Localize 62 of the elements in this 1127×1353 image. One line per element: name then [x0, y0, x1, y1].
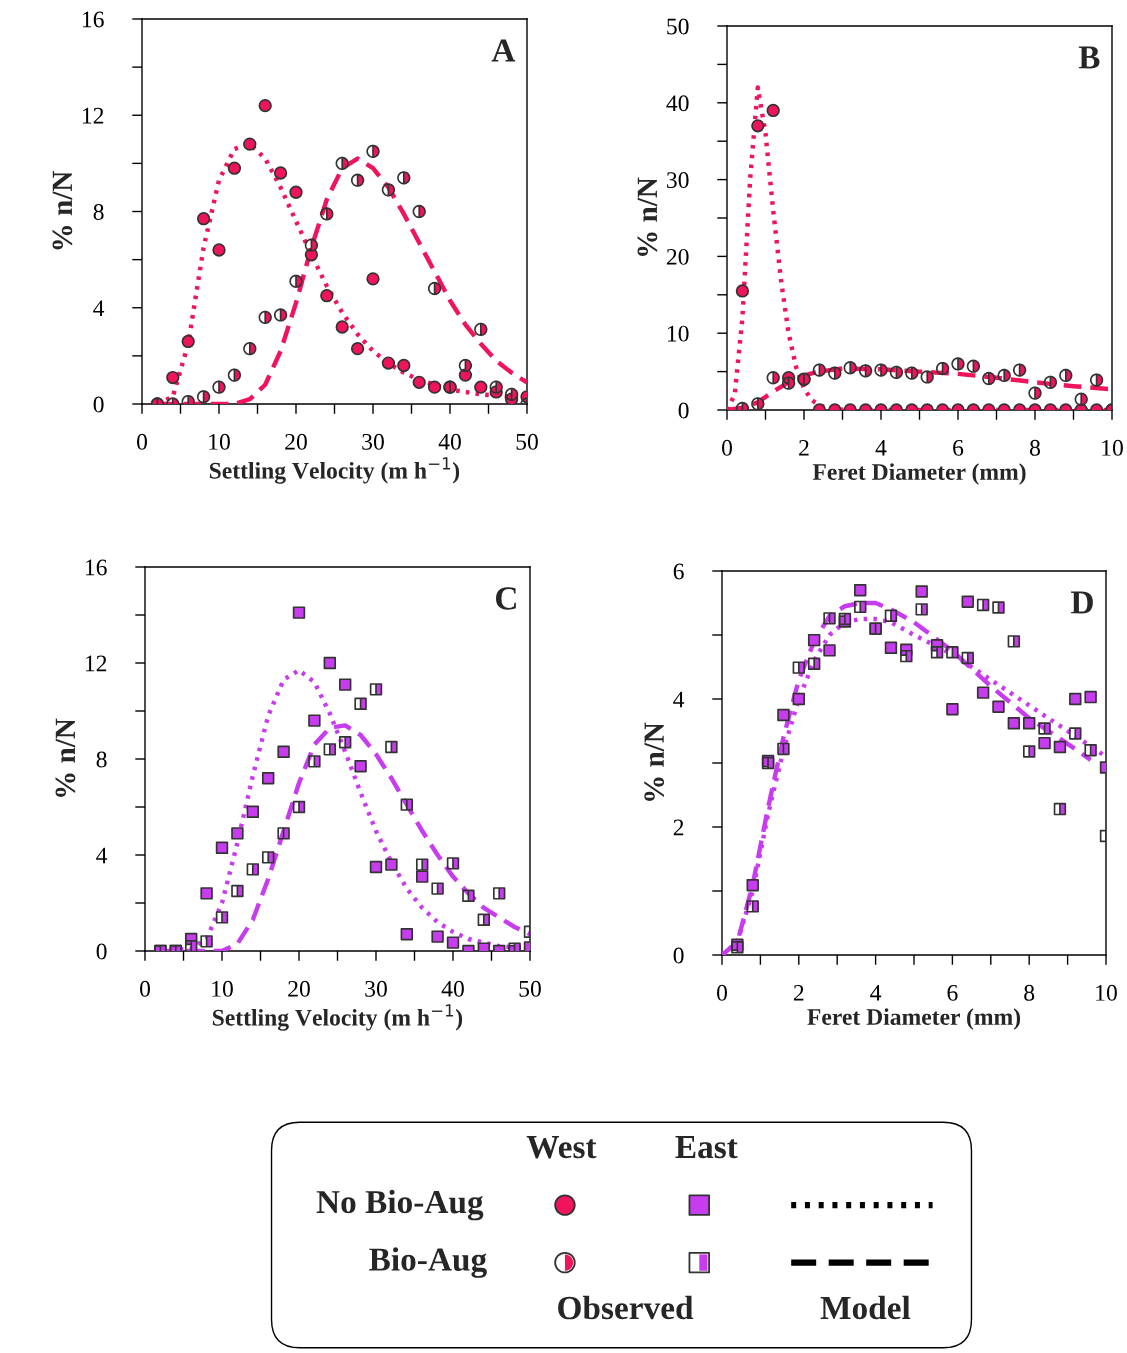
- x-tick-label: 10: [1096, 984, 1117, 1001]
- text: No Bio-Aug: [316, 1189, 484, 1221]
- x-axis-title: Settling Velocity (m h$^{−1}$): [212, 1004, 463, 1031]
- annotation: B: [1078, 46, 1100, 69]
- text: East: [675, 1136, 738, 1159]
- x-tick-label: 4: [870, 985, 882, 1001]
- x-tick-label: 8: [1030, 439, 1040, 456]
- y-tick-label: 2: [673, 819, 684, 836]
- text: Observed: [558, 1295, 694, 1320]
- x-tick-label: 30: [362, 433, 384, 450]
- y-tick-label: 10: [667, 325, 689, 342]
- x-tick-label: 10: [209, 433, 230, 450]
- y-tick-label: 16: [82, 11, 104, 28]
- x-tick-label: 10: [1102, 439, 1123, 456]
- y-tick-label: 0: [673, 947, 684, 964]
- x-tick-label: 0: [722, 439, 732, 456]
- x-tick-label: 40: [441, 980, 464, 997]
- x-axis-title: Feret Diameter (mm): [812, 463, 1026, 485]
- x-tick-label: 30: [365, 980, 387, 997]
- x-tick-label: 2: [793, 984, 804, 1001]
- x-tick-label: 2: [799, 439, 809, 456]
- y-tick-label: 20: [666, 248, 689, 265]
- x-tick-label: 20: [288, 980, 310, 997]
- x-tick-label: 6: [947, 984, 958, 1001]
- text: Bio-Aug: [369, 1247, 487, 1278]
- y-tick-label: 50: [667, 18, 689, 35]
- y-tick-label: 30: [667, 172, 689, 189]
- x-axis-title: Feret Diameter (mm): [807, 1008, 1021, 1030]
- x-tick-label: 0: [717, 984, 727, 1001]
- y-tick-label: 12: [82, 107, 104, 124]
- y-tick-label: 4: [673, 691, 685, 708]
- y-axis-title: % n/N: [55, 718, 76, 797]
- annotation: D: [1071, 591, 1093, 614]
- x-tick-label: 4: [875, 440, 887, 456]
- x-tick-label: 40: [438, 433, 461, 450]
- y-tick-label: 6: [673, 563, 684, 580]
- y-tick-label: 12: [85, 655, 107, 672]
- y-tick-label: 16: [85, 559, 107, 576]
- y-tick-label: 0: [96, 943, 107, 960]
- x-tick-label: 0: [140, 980, 150, 997]
- y-tick-label: 0: [93, 396, 104, 413]
- x-tick-label: 20: [285, 433, 307, 450]
- annotation: C: [496, 587, 516, 610]
- y-axis-title: % n/N: [52, 170, 73, 250]
- x-tick-label: 10: [212, 980, 233, 997]
- text: West: [526, 1136, 597, 1159]
- x-tick-label: 50: [516, 433, 538, 450]
- x-axis-title: Settling Velocity (m h$^{−1}$): [209, 457, 460, 484]
- y-tick-label: 8: [96, 751, 107, 768]
- x-tick-label: 0: [137, 433, 147, 450]
- y-tick-label: 8: [93, 203, 104, 220]
- x-tick-label: 8: [1024, 984, 1035, 1001]
- x-tick-label: 6: [953, 439, 964, 456]
- y-tick-label: 4: [96, 847, 108, 864]
- y-axis-title: % n/N: [644, 722, 665, 801]
- x-tick-label: 50: [519, 980, 541, 997]
- annotation: A: [491, 39, 516, 62]
- y-tick-label: 0: [678, 402, 689, 419]
- y-axis-title: % n/N: [637, 177, 658, 256]
- y-tick-label: 40: [666, 95, 689, 112]
- text: Model: [820, 1295, 911, 1320]
- y-tick-label: 4: [93, 300, 105, 316]
